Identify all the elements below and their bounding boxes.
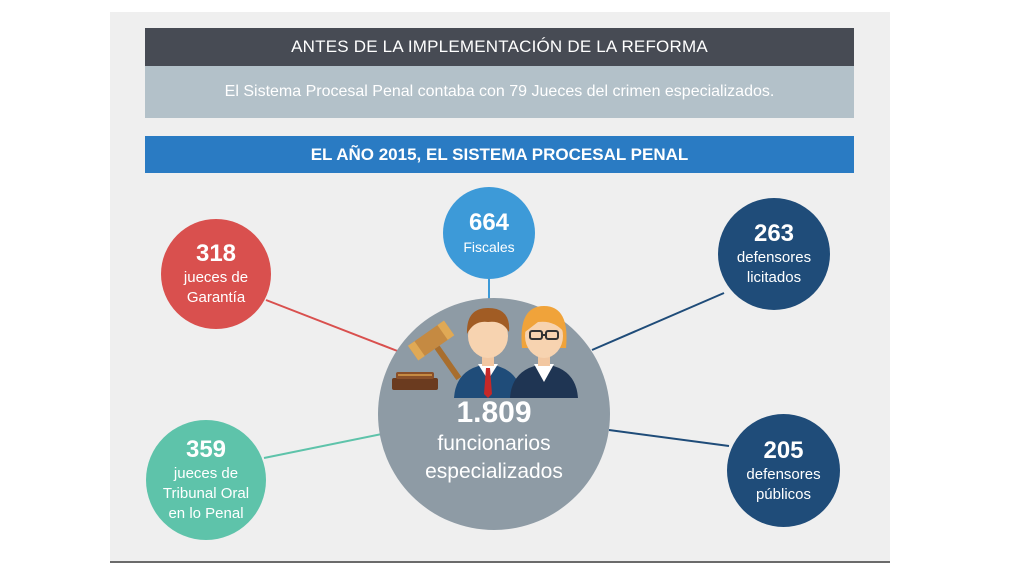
garantia-label-2: Garantía <box>186 289 246 306</box>
female-official-icon <box>510 306 578 398</box>
publicos-label-1: defensores <box>746 465 821 483</box>
licitados-circle: 263 defensores licitados <box>718 198 830 310</box>
publicos-circle: 205 defensores públicos <box>727 414 840 527</box>
fiscales-number: 664 <box>468 209 510 236</box>
garantia-number: 318 <box>195 240 237 267</box>
licitados-number: 263 <box>753 220 795 247</box>
male-official-icon <box>454 308 522 398</box>
tribunal-oral-circle: 359 jueces de Tribunal Oral en lo Penal <box>146 420 266 540</box>
oral-label-2: Tribunal Oral <box>162 485 250 502</box>
licitados-label-2: licitados <box>746 269 802 286</box>
connector-oral <box>263 433 383 459</box>
licitados-label-1: defensores <box>736 249 812 266</box>
gavel-icon <box>392 320 462 390</box>
garantia-circle: 318 jueces de Garantía <box>161 219 271 329</box>
fiscales-circle: 664 Fiscales <box>443 187 535 279</box>
officials-illustration <box>392 306 578 398</box>
center-label-1: funcionarios <box>437 432 551 455</box>
before-reform-header: ANTES DE LA IMPLEMENTACIÓN DE LA REFORMA <box>145 28 854 66</box>
oral-label-1: jueces de <box>173 465 239 482</box>
connector-licitados <box>591 292 725 351</box>
before-reform-text: El Sistema Procesal Penal contaba con 79… <box>145 66 854 118</box>
center-number: 1.809 <box>456 396 532 429</box>
bottom-divider <box>110 561 890 563</box>
publicos-label-2: públicos <box>755 485 812 503</box>
connector-publicos <box>608 429 730 447</box>
connector-garantia <box>265 299 401 353</box>
center-label-2: especializados <box>425 460 563 483</box>
publicos-number: 205 <box>763 436 804 464</box>
oral-label-3: en lo Penal <box>168 505 244 522</box>
year-2015-header: EL AÑO 2015, EL SISTEMA PROCESAL PENAL <box>145 136 854 173</box>
fiscales-label: Fiscales <box>463 239 515 255</box>
garantia-label-1: jueces de <box>183 269 249 286</box>
oral-number: 359 <box>185 436 227 463</box>
